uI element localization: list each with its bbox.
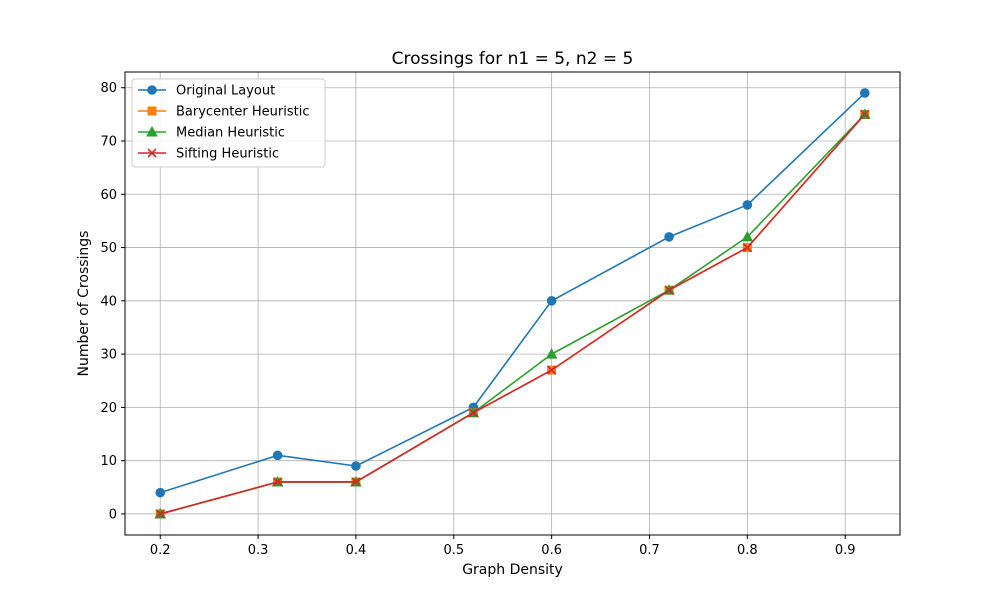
y-tick-label: 30: [100, 348, 117, 363]
data-point: [273, 477, 283, 487]
data-point: [155, 487, 166, 498]
x-marker-stroke: [860, 109, 870, 119]
data-point: [545, 348, 558, 359]
series-original-layout: [155, 88, 870, 498]
ticks: 0.2 0.3 0.4 0.5 0.6 0.7 0.8 0.9 0 10 20 30 40 50 60 70 8…: [100, 81, 855, 558]
y-tick-label: 10: [100, 454, 117, 469]
legend-marker: [146, 125, 158, 137]
legend-marker: [147, 85, 157, 95]
x-tick-label: 0.3: [248, 543, 269, 558]
legend-item-sifting-heuristic: Sifting Heuristic: [138, 147, 279, 162]
x-marker-stroke: [351, 477, 361, 487]
chart-title: Crossings for n1 = 5, n2 = 5: [392, 49, 634, 69]
data-point: [859, 88, 870, 98]
x-marker-stroke: [468, 408, 478, 418]
data-point: [351, 477, 361, 487]
data-point: [351, 461, 361, 471]
data-point: [664, 232, 674, 242]
legend-item-barycenter-heuristic: Barycenter Heuristic: [138, 105, 309, 120]
x-marker-stroke: [147, 148, 157, 158]
x-tick-label: 0.9: [835, 543, 856, 558]
x-marker-stroke: [664, 285, 674, 295]
y-tick-label: 40: [100, 294, 117, 309]
y-axis-label: Number of Crossings: [76, 231, 92, 377]
series-line: [160, 113, 866, 515]
series-line: [159, 92, 866, 494]
y-tick-label: 20: [100, 401, 117, 416]
x-tick-label: 0.6: [541, 543, 562, 558]
data-point: [664, 285, 674, 295]
y-tick-label: 70: [100, 134, 117, 149]
x-tick-label: 0.2: [150, 543, 171, 558]
y-tick-label: 80: [100, 81, 117, 96]
legend-label: Sifting Heuristic: [176, 147, 279, 162]
grid: [125, 72, 900, 535]
y-tick-label: 50: [100, 241, 117, 256]
series-layer: [154, 88, 871, 519]
data-point: [742, 200, 753, 210]
data-point: [546, 296, 557, 306]
legend-label: Barycenter Heuristic: [176, 105, 309, 120]
legend-item-original-layout: Original Layout: [138, 84, 275, 99]
plot-frame: [124, 71, 901, 536]
legend: Original Layout Barycenter Heuristic Media…: [131, 78, 326, 168]
legend-marker: [147, 148, 157, 158]
data-point: [547, 365, 557, 375]
x-marker-stroke: [547, 365, 557, 375]
legend-label: Original Layout: [176, 84, 275, 99]
x-tick-label: 0.5: [443, 543, 464, 558]
data-point: [468, 408, 478, 418]
y-tick-label: 60: [100, 188, 117, 203]
x-marker-stroke: [155, 509, 165, 519]
x-tick-label: 0.8: [737, 543, 758, 558]
data-point: [272, 450, 283, 461]
x-marker-stroke: [273, 477, 283, 487]
y-tick-label: 0: [109, 507, 117, 522]
data-point: [860, 109, 870, 119]
legend-box: [131, 78, 326, 168]
legend-label: Median Heuristic: [176, 126, 285, 141]
x-axis-label: Graph Density: [462, 562, 563, 578]
data-point: [742, 242, 752, 253]
data-point: [741, 230, 754, 242]
legend-item-median-heuristic: Median Heuristic: [138, 126, 285, 141]
data-point: [155, 509, 165, 519]
x-marker-stroke: [742, 242, 752, 253]
x-tick-label: 0.7: [639, 543, 660, 558]
x-tick-label: 0.4: [346, 543, 367, 558]
series-sifting-heuristic: [155, 109, 870, 519]
legend-marker: [147, 106, 157, 116]
